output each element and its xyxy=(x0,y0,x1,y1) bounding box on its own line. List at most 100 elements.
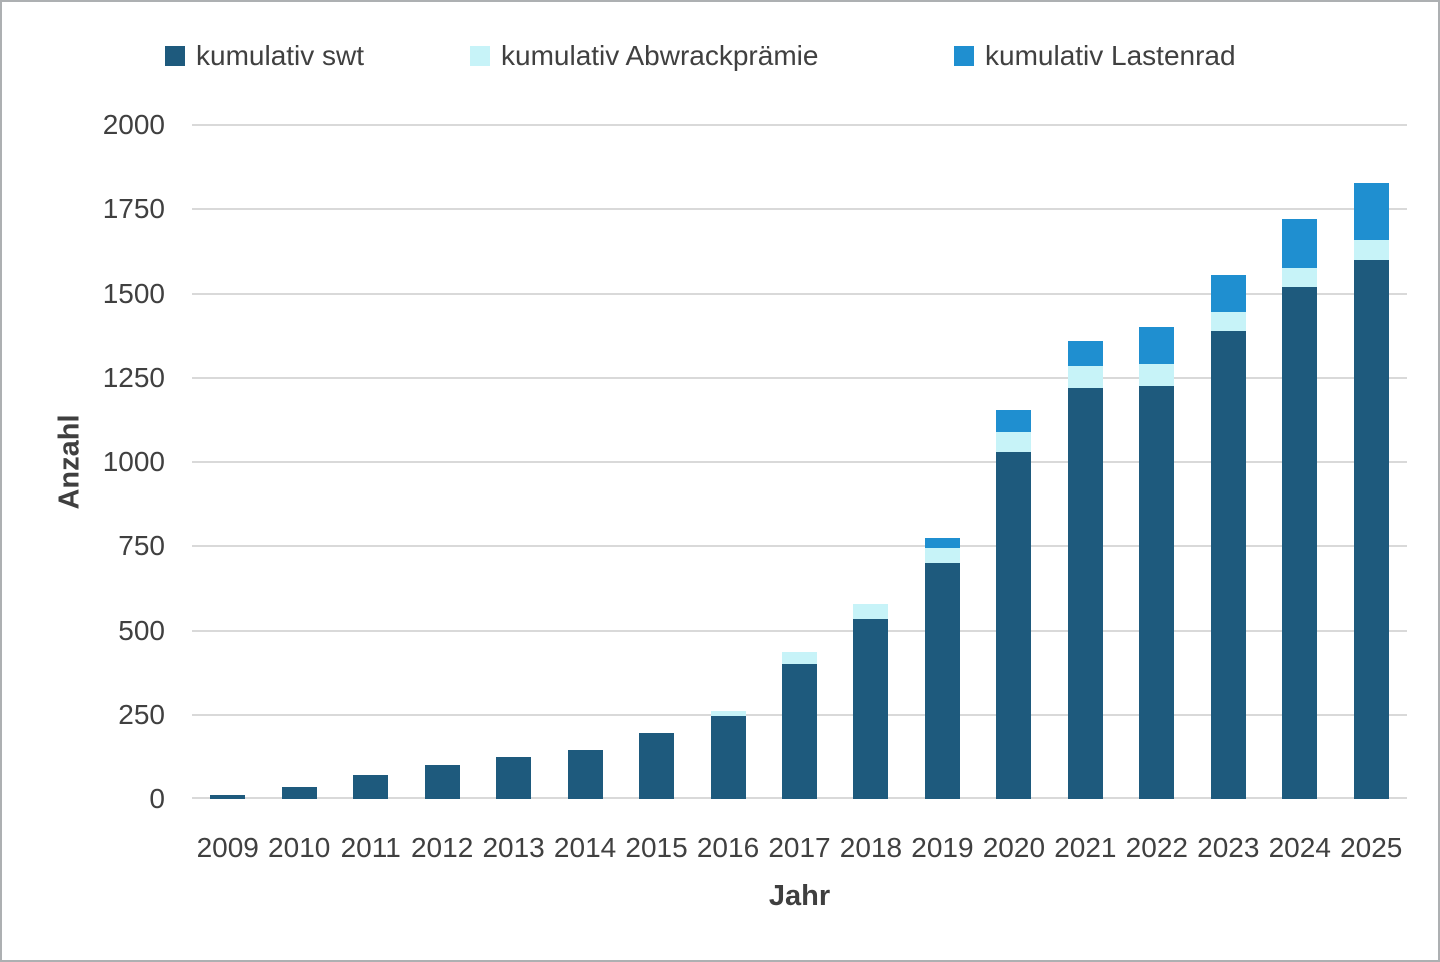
bar-slot-2012 xyxy=(406,125,477,799)
bar-segment-2010-series-0 xyxy=(281,787,317,799)
gridline xyxy=(192,629,1407,632)
bar-slot-2016 xyxy=(692,125,763,799)
bar-segment-2022-series-1 xyxy=(1139,364,1175,386)
bar-segment-2020-series-2 xyxy=(996,410,1032,432)
legend-label-kumulativ-abwrackpraemie: kumulativ Abwrackprämie xyxy=(501,40,819,71)
x-axis-tick-label: 2022 xyxy=(1125,832,1188,863)
y-axis-tick-label: 500 xyxy=(118,614,165,646)
x-axis-tick-label: 2010 xyxy=(268,832,331,863)
x-axis-tick-label: 2016 xyxy=(696,832,760,863)
bar-slot-2011 xyxy=(335,125,406,799)
x-axis-tick-label: 2017 xyxy=(768,832,831,863)
bar-slot-2015 xyxy=(621,125,692,799)
bar-2016 xyxy=(710,711,746,799)
bar-slot-2009 xyxy=(192,125,263,799)
x-axis-title: Jahr xyxy=(768,880,831,912)
gridline xyxy=(192,461,1407,463)
legend-label-kumulativ-swt: kumulativ swt xyxy=(196,40,365,71)
bar-2017 xyxy=(781,652,817,799)
bar-segment-2018-series-1 xyxy=(853,604,889,619)
gridline xyxy=(192,292,1407,295)
bar-segment-2024-series-2 xyxy=(1282,219,1318,268)
x-axis-tick-label: 2011 xyxy=(340,832,401,863)
x-axis-tick-label: 2014 xyxy=(553,832,617,863)
bar-segment-2023-series-2 xyxy=(1210,275,1246,312)
y-axis-tick-label: 250 xyxy=(118,698,165,730)
bar-slot-2025 xyxy=(1336,125,1407,799)
bar-segment-2016-series-1 xyxy=(710,711,746,716)
gridline xyxy=(192,208,1407,211)
gridline xyxy=(192,124,1407,126)
bar-segment-2021-series-0 xyxy=(1067,388,1103,799)
bar-2011 xyxy=(353,775,389,799)
x-axis-tick-label: 2009 xyxy=(196,832,259,863)
bar-segment-2018-series-0 xyxy=(853,619,889,799)
y-axis-tick-label: 750 xyxy=(118,530,165,562)
bar-slot-2023 xyxy=(1193,125,1264,799)
legend-item-kumulativ-lastenrad: kumulativ Lastenrad xyxy=(954,38,1236,74)
bar-slot-2017 xyxy=(764,125,835,799)
legend-item-kumulativ-abwrackpraemie: kumulativ Abwrackprämie xyxy=(470,38,818,74)
legend-swatch-kumulativ-swt xyxy=(165,46,185,66)
bar-segment-2016-series-0 xyxy=(710,716,746,799)
bar-2021 xyxy=(1067,341,1103,799)
gridline xyxy=(192,376,1407,379)
bar-segment-2019-series-1 xyxy=(924,548,960,563)
bar-segment-2014-series-0 xyxy=(567,750,603,799)
y-axis-tick-label: 2000 xyxy=(102,109,165,140)
x-axis-tick-label: 2023 xyxy=(1197,832,1260,863)
bar-segment-2021-series-2 xyxy=(1067,341,1103,366)
legend-swatch-kumulativ-lastenrad xyxy=(954,46,974,66)
bar-segment-2025-series-1 xyxy=(1353,240,1389,260)
bar-2019 xyxy=(924,538,960,799)
bar-segment-2013-series-0 xyxy=(496,757,532,799)
bar-segment-2020-series-1 xyxy=(996,432,1032,452)
bar-segment-2017-series-1 xyxy=(781,652,817,664)
y-axis-tick-label: 1750 xyxy=(102,193,165,225)
bar-2018 xyxy=(853,604,889,799)
bar-slot-2021 xyxy=(1050,125,1121,799)
bar-segment-2021-series-1 xyxy=(1067,366,1103,388)
bar-segment-2012-series-0 xyxy=(424,765,460,799)
x-axis-tick-label: 2020 xyxy=(982,832,1046,863)
bar-2022 xyxy=(1139,327,1175,799)
bar-2020 xyxy=(996,410,1032,799)
x-axis-tick-label: 2019 xyxy=(911,832,974,863)
x-axis-tick-label: 2018 xyxy=(839,832,903,863)
bar-segment-2022-series-2 xyxy=(1139,327,1175,364)
bar-slot-2014 xyxy=(549,125,620,799)
bar-segment-2024-series-1 xyxy=(1282,268,1318,287)
bar-2023 xyxy=(1210,275,1246,799)
x-axis-tick-label: 2021 xyxy=(1054,832,1117,863)
y-axis-tick-label: 0 xyxy=(149,783,165,814)
y-axis-tick-label: 1250 xyxy=(102,361,165,393)
bar-2015 xyxy=(639,733,675,799)
gridline xyxy=(192,545,1407,548)
bar-segment-2023-series-1 xyxy=(1210,312,1246,331)
bar-2014 xyxy=(567,750,603,799)
x-axis-tick-label: 2024 xyxy=(1268,832,1331,863)
bar-segment-2024-series-0 xyxy=(1282,287,1318,799)
bar-slot-2010 xyxy=(263,125,334,799)
bar-slot-2018 xyxy=(835,125,906,799)
bar-segment-2017-series-0 xyxy=(781,664,817,799)
x-axis-tick-labels: 2009 2010 2011 2012 2013 2014 2015 2016 2017 2018… xyxy=(192,832,1407,864)
bar-slot-2020 xyxy=(978,125,1049,799)
bar-2013 xyxy=(496,757,532,799)
y-axis-tick-label: 1500 xyxy=(102,277,165,309)
plot-area xyxy=(192,124,1407,799)
bar-segment-2025-series-0 xyxy=(1353,260,1389,799)
bar-segment-2022-series-0 xyxy=(1139,386,1175,799)
bar-segment-2015-series-0 xyxy=(639,733,675,799)
bar-slot-2024 xyxy=(1264,125,1335,799)
y-axis-tick-label: 1000 xyxy=(102,446,165,477)
bar-2012 xyxy=(424,765,460,799)
x-axis-tick-label: 2015 xyxy=(625,832,688,863)
bar-slot-2019 xyxy=(907,125,978,799)
bar-segment-2019-series-2 xyxy=(924,538,960,548)
bar-segment-2011-series-0 xyxy=(353,775,389,799)
bar-2010 xyxy=(281,787,317,799)
bar-2025 xyxy=(1353,183,1389,799)
bar-segment-2019-series-0 xyxy=(924,563,960,799)
